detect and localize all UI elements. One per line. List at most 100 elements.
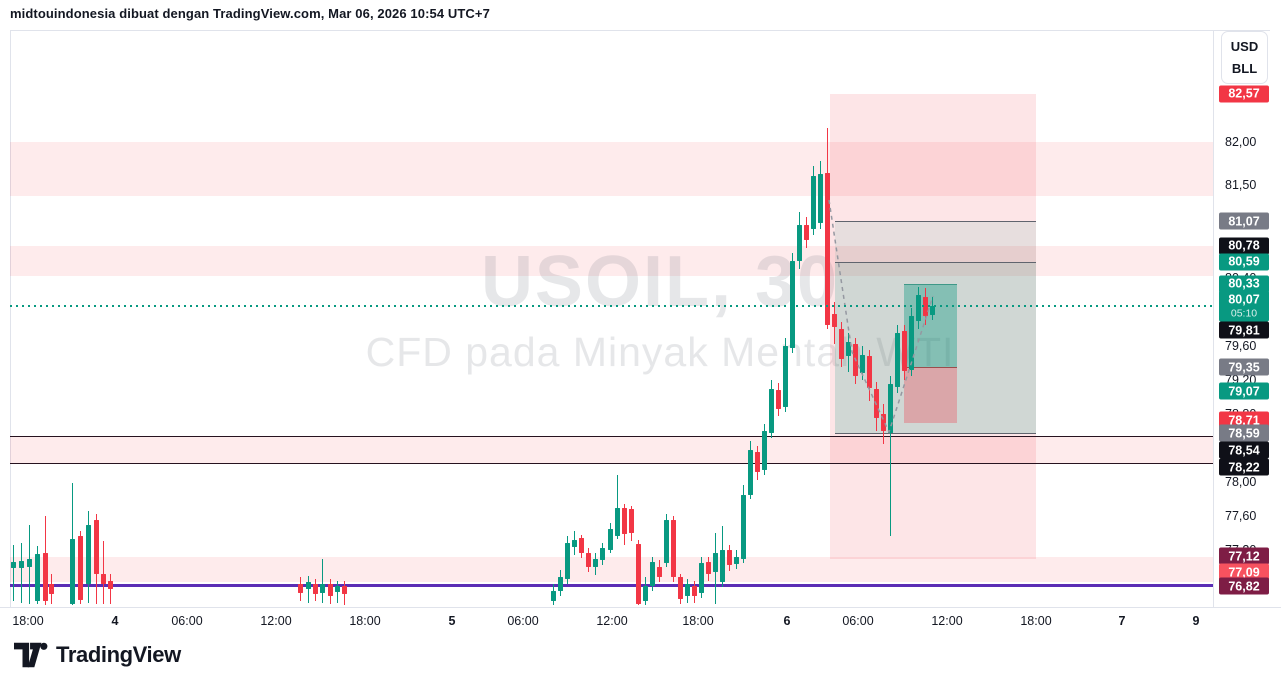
- candle[interactable]: [306, 582, 311, 590]
- candle[interactable]: [804, 225, 809, 240]
- candle[interactable]: [49, 584, 54, 595]
- candle[interactable]: [27, 559, 32, 567]
- candle[interactable]: [769, 388, 774, 433]
- candle[interactable]: [664, 520, 669, 563]
- candle[interactable]: [930, 306, 935, 315]
- candle[interactable]: [579, 538, 584, 554]
- candle[interactable]: [622, 507, 627, 534]
- candle[interactable]: [860, 354, 865, 374]
- time-label: 12:00: [596, 614, 628, 628]
- candle[interactable]: [832, 313, 837, 328]
- candle-wick: [103, 540, 104, 605]
- candle[interactable]: [748, 449, 753, 495]
- candle[interactable]: [94, 520, 99, 574]
- time-axis[interactable]: 18:00 4 06:00 12:00 18:00 5 06:00 12:00 18:00 6 06…: [0, 607, 1281, 634]
- candle[interactable]: [650, 561, 655, 586]
- candle[interactable]: [909, 316, 914, 370]
- resistance-band-8078: [10, 245, 1213, 277]
- candle[interactable]: [43, 552, 48, 601]
- candle[interactable]: [328, 584, 333, 596]
- candle[interactable]: [867, 356, 872, 389]
- candle[interactable]: [846, 341, 851, 357]
- candle[interactable]: [565, 543, 570, 579]
- candle[interactable]: [706, 561, 711, 574]
- candle[interactable]: [713, 553, 718, 573]
- currency-label[interactable]: USD: [1230, 39, 1259, 54]
- candle[interactable]: [916, 295, 921, 321]
- unit-label[interactable]: BLL: [1231, 61, 1258, 76]
- candle[interactable]: [108, 581, 113, 590]
- demand-zone-outer[interactable]: [835, 221, 1036, 434]
- supply-zone[interactable]: [830, 93, 1036, 560]
- candle[interactable]: [70, 538, 75, 604]
- candle[interactable]: [692, 585, 697, 596]
- candle[interactable]: [335, 585, 340, 593]
- tradingview-logo[interactable]: TradingView: [14, 642, 181, 668]
- candle[interactable]: [685, 584, 690, 596]
- candle[interactable]: [11, 561, 16, 568]
- candle[interactable]: [825, 173, 830, 325]
- candle[interactable]: [643, 585, 648, 601]
- candle[interactable]: [699, 562, 704, 593]
- candle[interactable]: [727, 550, 732, 566]
- candle[interactable]: [895, 333, 900, 387]
- currency-unit-toggle[interactable]: USD BLL: [1221, 31, 1268, 84]
- candle[interactable]: [572, 539, 577, 547]
- candle[interactable]: [86, 525, 91, 584]
- demand-zone-inner[interactable]: [835, 261, 1036, 433]
- candle[interactable]: [818, 174, 823, 223]
- candle[interactable]: [776, 390, 781, 409]
- candle[interactable]: [313, 584, 318, 595]
- candle[interactable]: [615, 508, 620, 536]
- stop-box-red[interactable]: [904, 367, 957, 423]
- candle[interactable]: [629, 509, 634, 533]
- candle[interactable]: [762, 431, 767, 471]
- candle[interactable]: [320, 584, 325, 593]
- candle-wick: [13, 544, 14, 601]
- candle[interactable]: [551, 590, 556, 601]
- candle[interactable]: [636, 544, 641, 604]
- candle[interactable]: [35, 554, 40, 601]
- candle[interactable]: [755, 452, 760, 472]
- candle[interactable]: [734, 556, 739, 564]
- candle[interactable]: [19, 561, 24, 568]
- candle[interactable]: [657, 567, 662, 578]
- candle[interactable]: [783, 346, 788, 408]
- candle[interactable]: [902, 330, 907, 372]
- level-7682-purple[interactable]: [10, 584, 1213, 587]
- candle[interactable]: [586, 553, 591, 567]
- current-price-line[interactable]: [10, 305, 1213, 308]
- candle[interactable]: [101, 573, 106, 584]
- candle[interactable]: [608, 528, 613, 550]
- candle[interactable]: [797, 225, 802, 261]
- candle[interactable]: [298, 584, 303, 593]
- price-tick-label: 82,00: [1225, 135, 1257, 149]
- price-level-badge: 81,07: [1219, 212, 1269, 230]
- candle[interactable]: [741, 494, 746, 559]
- price-axis[interactable]: 82,0081,5080,4079,6079,2078,8078,0077,60…: [1213, 30, 1281, 630]
- candle[interactable]: [811, 176, 816, 229]
- candle[interactable]: [593, 558, 598, 567]
- level-7822[interactable]: [10, 463, 1213, 465]
- candle[interactable]: [720, 550, 725, 583]
- level-7854[interactable]: [10, 436, 1213, 438]
- candle[interactable]: [888, 384, 893, 433]
- candle[interactable]: [881, 414, 886, 431]
- time-label: 18:00: [682, 614, 714, 628]
- candle[interactable]: [78, 536, 83, 601]
- candle[interactable]: [790, 261, 795, 348]
- candle[interactable]: [678, 577, 683, 600]
- price-level-badge: 78,59: [1219, 424, 1269, 442]
- candle-wick: [890, 375, 891, 537]
- candle[interactable]: [839, 329, 844, 359]
- time-label-day: 4: [111, 614, 119, 628]
- candle[interactable]: [342, 585, 347, 595]
- candle[interactable]: [600, 548, 605, 561]
- candle[interactable]: [558, 577, 563, 591]
- candle-wick: [308, 575, 309, 603]
- candle[interactable]: [671, 520, 676, 578]
